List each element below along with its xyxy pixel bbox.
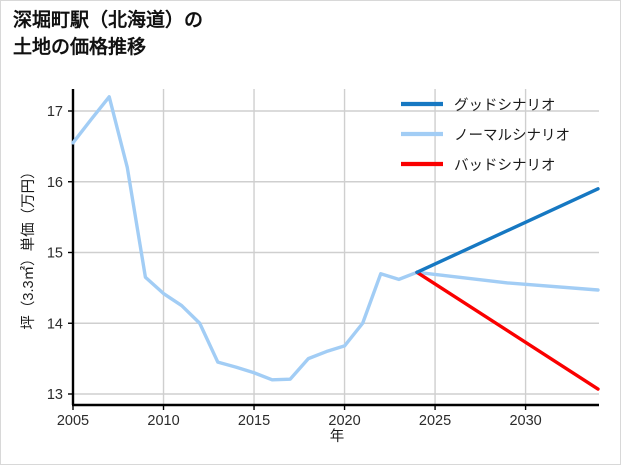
x-axis-tick-label: 2030 (509, 413, 541, 429)
legend-label: ノーマルシナリオ (454, 128, 570, 144)
x-axis-tick-label: 2005 (57, 413, 89, 429)
y-axis-tick-label: 13 (47, 387, 63, 403)
x-axis-title: 年 (330, 428, 345, 445)
x-axis-tick-label: 2025 (419, 413, 451, 429)
x-axis-tick-label: 2010 (147, 413, 179, 429)
y-axis-title: 坪（3.3㎡）単価（万円） (20, 164, 37, 329)
legend-label: バッドシナリオ (454, 158, 556, 174)
gridlines (73, 89, 599, 405)
series-line-normal (71, 95, 600, 382)
y-axis-tick-label: 17 (47, 104, 63, 120)
legend-label: グッドシナリオ (454, 97, 556, 114)
y-axis-tick-label: 16 (47, 175, 63, 191)
x-axis-tick-labels: 2005 2010 2015 2020 2025 2030 (57, 405, 542, 429)
y-axis-tick-label: 14 (47, 316, 63, 332)
series-lines (71, 95, 600, 391)
y-axis-tick-labels: 13 14 15 16 17 (47, 104, 73, 403)
series-line-bad (415, 270, 600, 391)
page-title: 深堀町駅（北海道）の 土地の価格推移 (13, 10, 204, 58)
y-axis-tick-label: 15 (47, 246, 63, 262)
x-axis-tick-label: 2020 (328, 413, 360, 429)
series-line-good (415, 187, 600, 275)
x-axis-tick-label: 2015 (238, 413, 270, 429)
